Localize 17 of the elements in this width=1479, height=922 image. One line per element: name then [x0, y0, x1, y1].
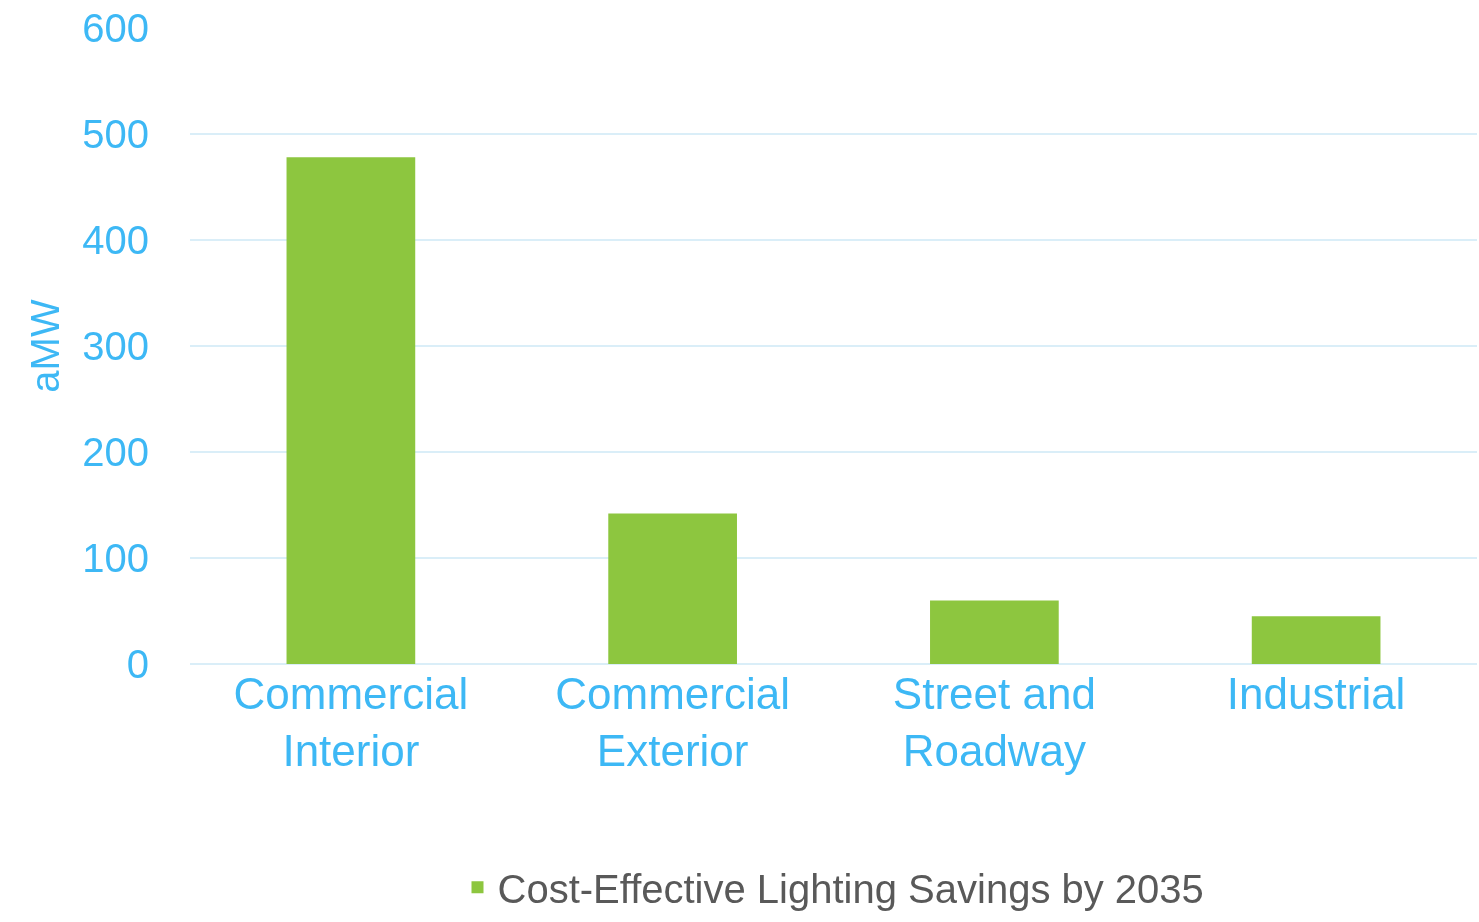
- y-tick-label: 500: [82, 112, 149, 156]
- y-tick-label: 200: [82, 430, 149, 474]
- y-axis-title: aMW: [22, 299, 67, 393]
- x-tick-label: Commercial Interior: [233, 669, 469, 776]
- x-tick-label: Commercial Exterior: [555, 669, 790, 776]
- y-tick-label: 0: [126, 642, 149, 686]
- x-tick-label: Industrial: [1226, 669, 1406, 718]
- legend-label: Cost-Effective Lighting Savings by 2035: [497, 866, 1204, 911]
- bar: [1251, 616, 1381, 664]
- bar: [930, 600, 1059, 664]
- bar: [286, 157, 416, 664]
- bar: [608, 513, 737, 664]
- y-tick-label: 400: [82, 218, 149, 262]
- x-tick-label: Street and Roadway: [892, 669, 1096, 776]
- y-tick-label: 600: [82, 6, 149, 50]
- y-tick-label: 300: [82, 324, 149, 368]
- y-tick-label: 100: [82, 536, 149, 580]
